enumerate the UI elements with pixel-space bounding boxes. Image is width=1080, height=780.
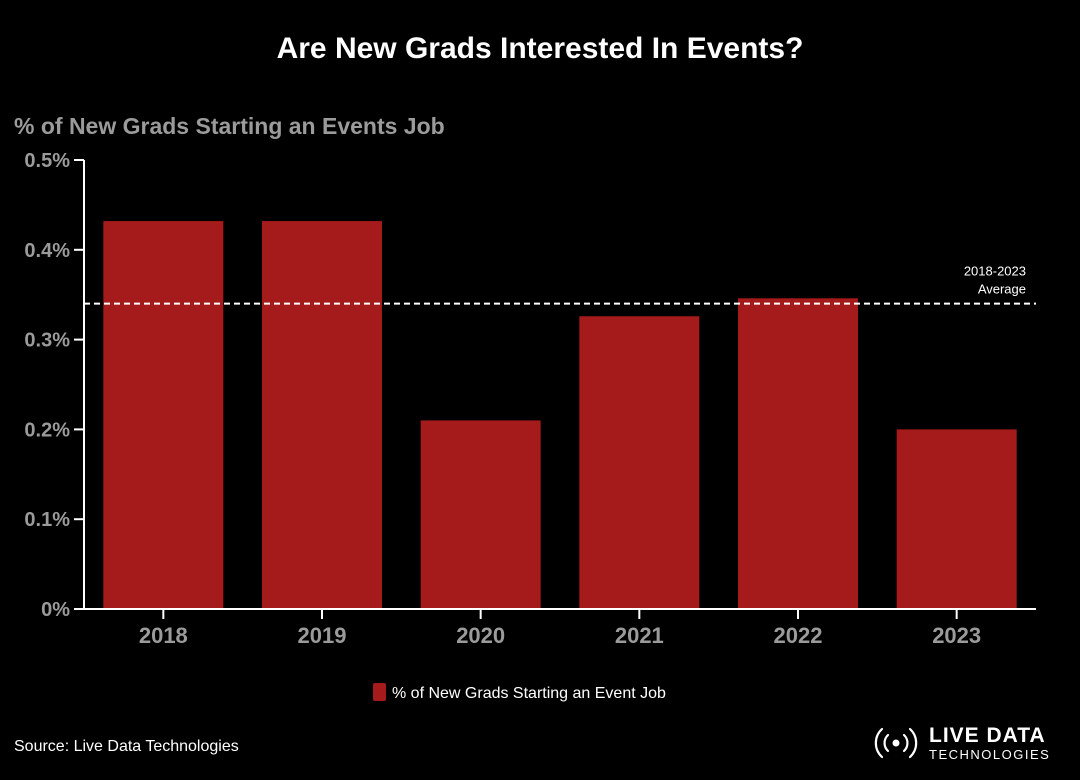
y-tick-label: 0.2% [24, 419, 70, 441]
axes [83, 160, 1036, 610]
y-axis-label: % of New Grads Starting an Events Job [14, 113, 445, 139]
brand-name-line2: TECHNOLOGIES [929, 747, 1050, 762]
chart-title: Are New Grads Interested In Events? [277, 32, 804, 65]
x-tick-label: 2019 [298, 623, 347, 648]
bar-2019 [262, 221, 382, 609]
x-tick-label: 2022 [774, 623, 823, 648]
brand-logo: LIVE DATA TECHNOLOGIES [874, 724, 1050, 762]
legend: % of New Grads Starting an Event Job [373, 683, 666, 702]
average-label-line1: 2018-2023 [964, 264, 1026, 279]
bars [103, 221, 1017, 609]
bar-2022 [738, 298, 858, 609]
bar-2023 [896, 429, 1017, 609]
average-line-group: 2018-2023 Average [84, 264, 1036, 305]
x-tick-label: 2018 [139, 623, 188, 648]
y-axis: 0% 0.1% 0.2% 0.3% 0.4% 0.5% [24, 150, 84, 621]
bar-2020 [420, 420, 541, 609]
legend-swatch [373, 683, 386, 701]
source-note: Source: Live Data Technologies [14, 738, 239, 755]
bar-2021 [579, 316, 700, 609]
y-tick-label: 0.4% [24, 240, 70, 262]
x-tick-label: 2023 [932, 623, 981, 648]
legend-label: % of New Grads Starting an Event Job [392, 685, 666, 702]
y-tick-label: 0.5% [24, 150, 70, 172]
y-tick-label: 0.1% [24, 509, 70, 531]
broadcast-icon [874, 727, 918, 759]
x-tick-label: 2020 [456, 623, 505, 648]
brand-name-line1: LIVE DATA [929, 724, 1046, 747]
y-tick-label: 0% [41, 599, 70, 621]
x-tick-label: 2021 [615, 623, 664, 648]
average-label-line2: Average [978, 282, 1026, 297]
bar-2018 [103, 221, 224, 609]
x-axis: 2018 2019 2020 2021 2022 2023 [139, 609, 981, 648]
y-tick-label: 0.3% [24, 330, 70, 352]
